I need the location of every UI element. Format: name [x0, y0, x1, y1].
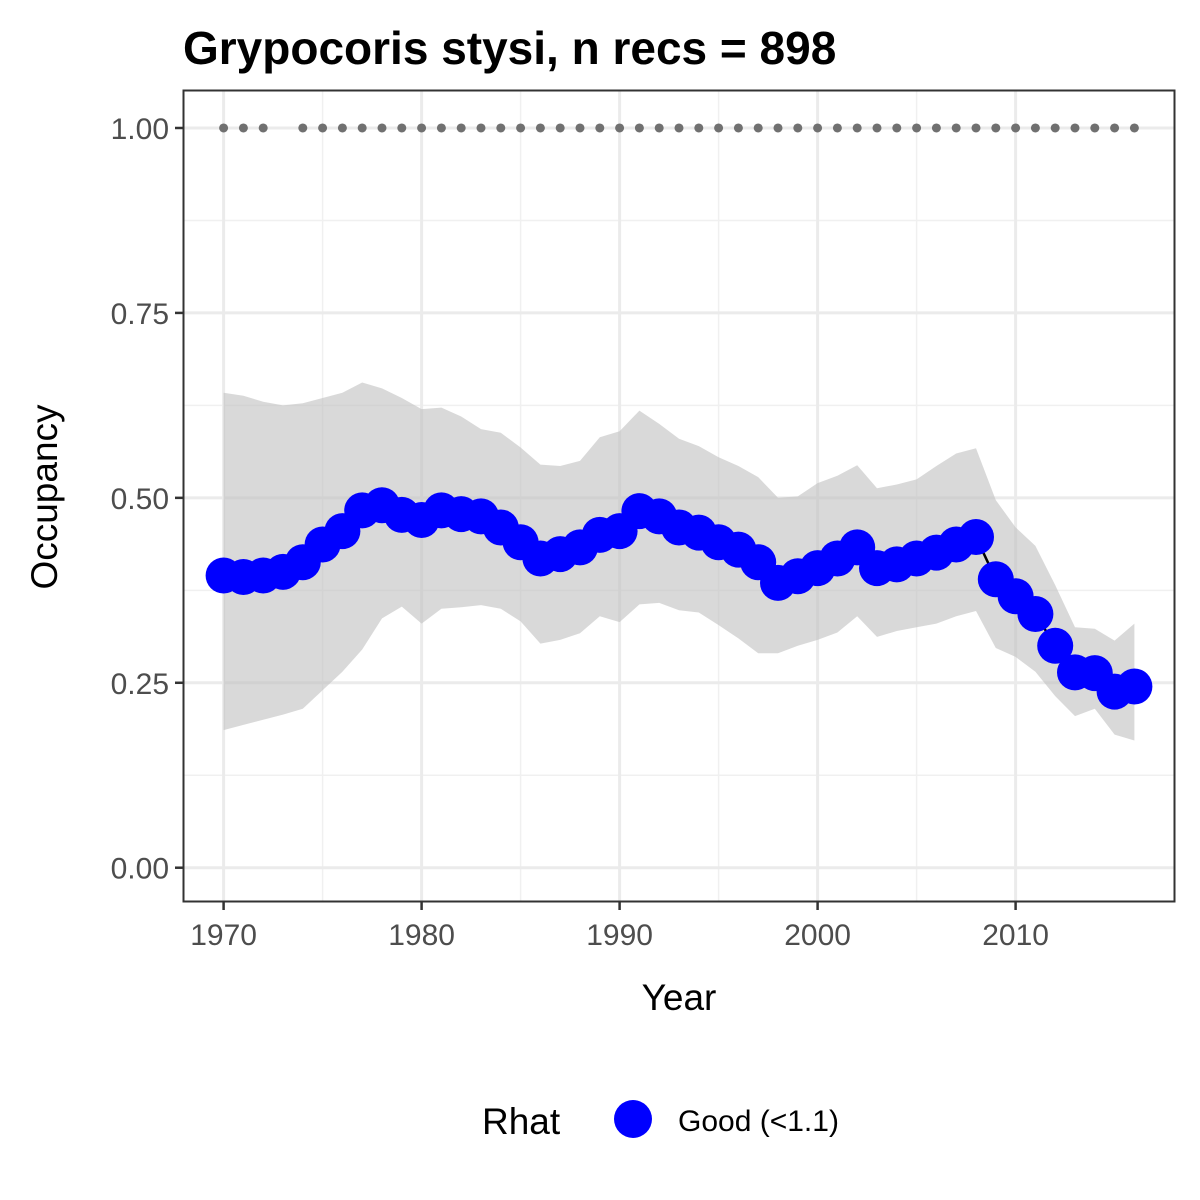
x-tick-label: 2010: [982, 919, 1049, 952]
record-marker: [1090, 123, 1100, 133]
record-marker: [931, 123, 941, 133]
data-point: [1116, 668, 1153, 705]
x-tick-label: 2000: [784, 919, 851, 952]
x-tick-label: 1980: [388, 919, 455, 952]
data-point: [1017, 595, 1054, 632]
record-marker: [298, 123, 308, 133]
data-point: [1037, 627, 1074, 664]
record-marker: [872, 123, 882, 133]
legend-key-good: [614, 1100, 652, 1138]
record-marker: [773, 123, 783, 133]
x-tick-label: 1990: [586, 919, 653, 952]
x-axis: 1970 1980 1990 2000 2010: [190, 901, 1049, 952]
data-points: [205, 487, 1153, 710]
record-marker: [733, 123, 743, 133]
record-marker: [1070, 123, 1080, 133]
record-marker: [615, 123, 625, 133]
record-marker: [1030, 123, 1040, 133]
record-marker: [397, 123, 407, 133]
record-marker: [654, 123, 664, 133]
record-marker: [258, 123, 268, 133]
record-marker: [1050, 123, 1060, 133]
record-marker: [516, 123, 526, 133]
record-marker: [535, 123, 545, 133]
record-marker: [318, 123, 328, 133]
record-marker: [555, 123, 565, 133]
record-marker: [1129, 123, 1139, 133]
record-marker: [753, 123, 763, 133]
y-axis: 0.00 0.25 0.50 0.75 1.00: [111, 113, 184, 886]
record-marker: [476, 123, 486, 133]
y-tick-label: 0.75: [111, 298, 169, 331]
record-marker: [793, 123, 803, 133]
y-axis-title: Occupancy: [24, 404, 65, 590]
record-marker: [1110, 123, 1120, 133]
record-marker: [674, 123, 684, 133]
x-axis-title: Year: [642, 977, 717, 1018]
record-marker: [971, 123, 981, 133]
record-marker: [1011, 123, 1021, 133]
record-marker: [912, 123, 922, 133]
legend-label-good: Good (<1.1): [678, 1105, 839, 1138]
record-marker: [991, 123, 1001, 133]
y-tick-label: 0.25: [111, 668, 169, 701]
y-tick-label: 1.00: [111, 113, 169, 146]
record-marker: [436, 123, 446, 133]
record-markers: [219, 123, 1139, 133]
data-point: [958, 519, 994, 556]
legend-title: Rhat: [482, 1101, 561, 1142]
record-marker: [892, 123, 902, 133]
confidence-ribbon: [223, 382, 1135, 741]
chart-title: Grypocoris stysi, n recs = 898: [183, 22, 836, 74]
record-marker: [238, 123, 248, 133]
record-marker: [951, 123, 961, 133]
record-marker: [417, 123, 427, 133]
record-marker: [337, 123, 347, 133]
record-marker: [813, 123, 823, 133]
record-marker: [714, 123, 724, 133]
plot-border: [182, 89, 1176, 903]
record-marker: [694, 123, 704, 133]
x-tick-label: 1970: [190, 919, 257, 952]
record-marker: [456, 123, 466, 133]
record-marker: [852, 123, 862, 133]
record-marker: [377, 123, 387, 133]
record-marker: [575, 123, 585, 133]
y-tick-label: 0.50: [111, 483, 169, 516]
y-tick-label: 0.00: [111, 853, 169, 886]
record-marker: [832, 123, 842, 133]
record-marker: [496, 123, 506, 133]
record-marker: [357, 123, 367, 133]
legend: Rhat Good (<1.1): [482, 1100, 839, 1142]
record-marker: [219, 123, 229, 133]
record-marker: [595, 123, 605, 133]
record-marker: [634, 123, 644, 133]
